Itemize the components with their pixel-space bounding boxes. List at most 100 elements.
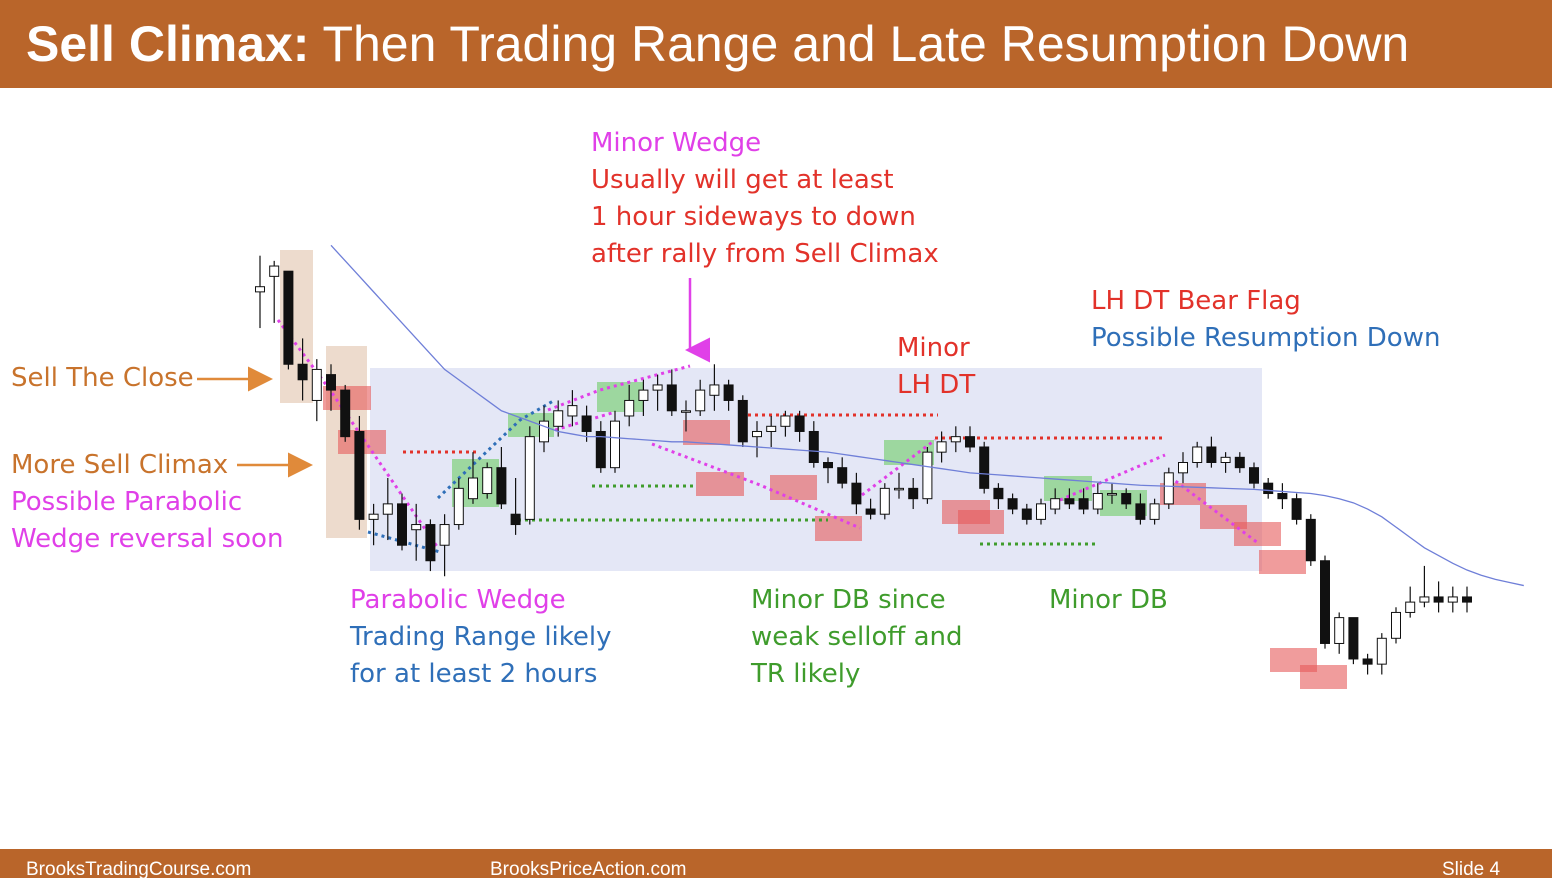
bear-highlight-14 xyxy=(1300,665,1347,689)
bear-candle-body xyxy=(965,436,975,448)
candle-18 xyxy=(496,446,507,510)
candle-31 xyxy=(681,400,691,432)
bull-candle-body xyxy=(1334,617,1345,644)
candle-28 xyxy=(638,379,649,416)
minor-db-since-line2: weak selloff and xyxy=(751,622,963,652)
candle-17 xyxy=(482,462,493,499)
bear-candle-body xyxy=(425,524,436,562)
bear-candle-body xyxy=(837,467,848,484)
candle-23 xyxy=(567,390,578,427)
candle-12 xyxy=(411,503,422,561)
minor-db-since-line1: Minor DB since xyxy=(751,585,946,615)
candle-75 xyxy=(1305,514,1316,566)
bear-candle-body xyxy=(1263,482,1274,495)
candle-52 xyxy=(979,441,990,494)
bull-candle-body xyxy=(766,425,777,432)
bear-candle-body xyxy=(1305,518,1316,562)
candle-70 xyxy=(1234,452,1245,473)
bull-candle-body xyxy=(695,389,706,412)
candle-32 xyxy=(695,379,706,416)
bull-candle-body xyxy=(439,524,450,546)
bear-candle-body xyxy=(1462,596,1472,603)
candle-15 xyxy=(453,478,464,530)
sell-the-close-label: Sell The Close xyxy=(11,360,194,397)
bull-candle-body xyxy=(709,384,720,396)
candle-59 xyxy=(1078,488,1089,515)
minor-db-since-line3: TR likely xyxy=(751,659,861,689)
candle-22 xyxy=(553,400,564,437)
candle-72 xyxy=(1263,478,1274,499)
bull-candle-body xyxy=(382,503,393,515)
more-sell-climax-text: More Sell Climax xyxy=(11,450,229,480)
bear-candle-body xyxy=(794,415,805,432)
candle-82 xyxy=(1405,586,1416,618)
rally-3-magenta-line xyxy=(1059,453,1166,502)
bull-candle-body xyxy=(1447,596,1458,603)
candle-20 xyxy=(524,426,535,525)
minor-wedge-label: Minor Wedge Usually will get at least 1 … xyxy=(591,125,939,273)
candle-34 xyxy=(723,379,734,411)
candle-49 xyxy=(936,431,947,463)
bull-candle-body xyxy=(780,415,791,427)
bear-candle-body xyxy=(397,503,407,546)
bull-candle-body xyxy=(524,436,535,520)
bull-candle-body xyxy=(269,265,280,277)
footer-center-link[interactable]: BrooksPriceAction.com xyxy=(490,859,687,880)
bear-candle-body xyxy=(979,446,990,489)
bull-candle-body xyxy=(1192,446,1203,464)
candle-65 xyxy=(1163,467,1174,510)
bull-candle-body xyxy=(610,420,620,469)
bear-candle-body xyxy=(666,384,677,412)
bull-candle-body xyxy=(1391,611,1401,639)
candle-64 xyxy=(1149,498,1160,525)
candle-6 xyxy=(326,364,336,411)
candle-86 xyxy=(1462,586,1472,613)
bull-candle-body xyxy=(1178,462,1188,474)
bear-candle-body xyxy=(737,399,748,443)
candle-24 xyxy=(581,405,592,442)
candle-50 xyxy=(950,426,961,453)
bull-candle-body xyxy=(255,286,265,293)
footer-left-link[interactable]: BrooksTradingCourse.com xyxy=(26,859,252,880)
bull-candle-body xyxy=(482,467,493,495)
bull-candle-body xyxy=(752,430,762,438)
rally-blue-line xyxy=(436,398,556,500)
bull-candle-body xyxy=(652,384,663,391)
bear-candle-body xyxy=(1234,456,1245,469)
candle-81 xyxy=(1391,607,1401,644)
bull-candle-body xyxy=(1220,456,1231,464)
bull-candle-body xyxy=(1107,493,1117,496)
bear-candle-body xyxy=(1249,467,1259,484)
candle-80 xyxy=(1376,633,1387,675)
bear-candle-body xyxy=(993,487,1004,500)
candle-73 xyxy=(1277,483,1288,510)
candle-45 xyxy=(879,483,890,520)
bear-highlight-11 xyxy=(1234,522,1281,546)
candle-27 xyxy=(624,384,635,427)
ema-line xyxy=(330,244,1524,587)
bull-candle-body xyxy=(950,436,961,443)
bear-candle-body xyxy=(283,270,294,365)
bear-candle-body xyxy=(1135,503,1146,520)
bear-candle-body xyxy=(1064,498,1075,505)
minor-lh-dt-line2: LH DT xyxy=(897,370,976,400)
bull-candle-body xyxy=(879,487,890,515)
minor-db-label: Minor DB xyxy=(1049,582,1168,619)
candle-57 xyxy=(1050,488,1061,515)
bear-candle-body xyxy=(510,513,521,526)
title-bar: Sell Climax: Then Trading Range and Late… xyxy=(0,0,1552,88)
minor-db-since-label: Minor DB since weak selloff and TR likel… xyxy=(751,582,963,693)
candle-21 xyxy=(539,405,549,453)
minor-wedge-line2: Usually will get at least xyxy=(591,165,894,195)
bear-highlight-4 xyxy=(696,472,744,496)
bear-candle-body xyxy=(326,374,336,391)
candle-11 xyxy=(397,493,407,551)
candle-74 xyxy=(1291,493,1302,525)
candle-9 xyxy=(368,503,379,546)
candle-38 xyxy=(780,410,791,437)
bear-candle-body xyxy=(595,430,606,469)
candle-7 xyxy=(340,384,351,442)
candle-43 xyxy=(851,472,862,515)
bear-highlight-5 xyxy=(770,475,817,500)
